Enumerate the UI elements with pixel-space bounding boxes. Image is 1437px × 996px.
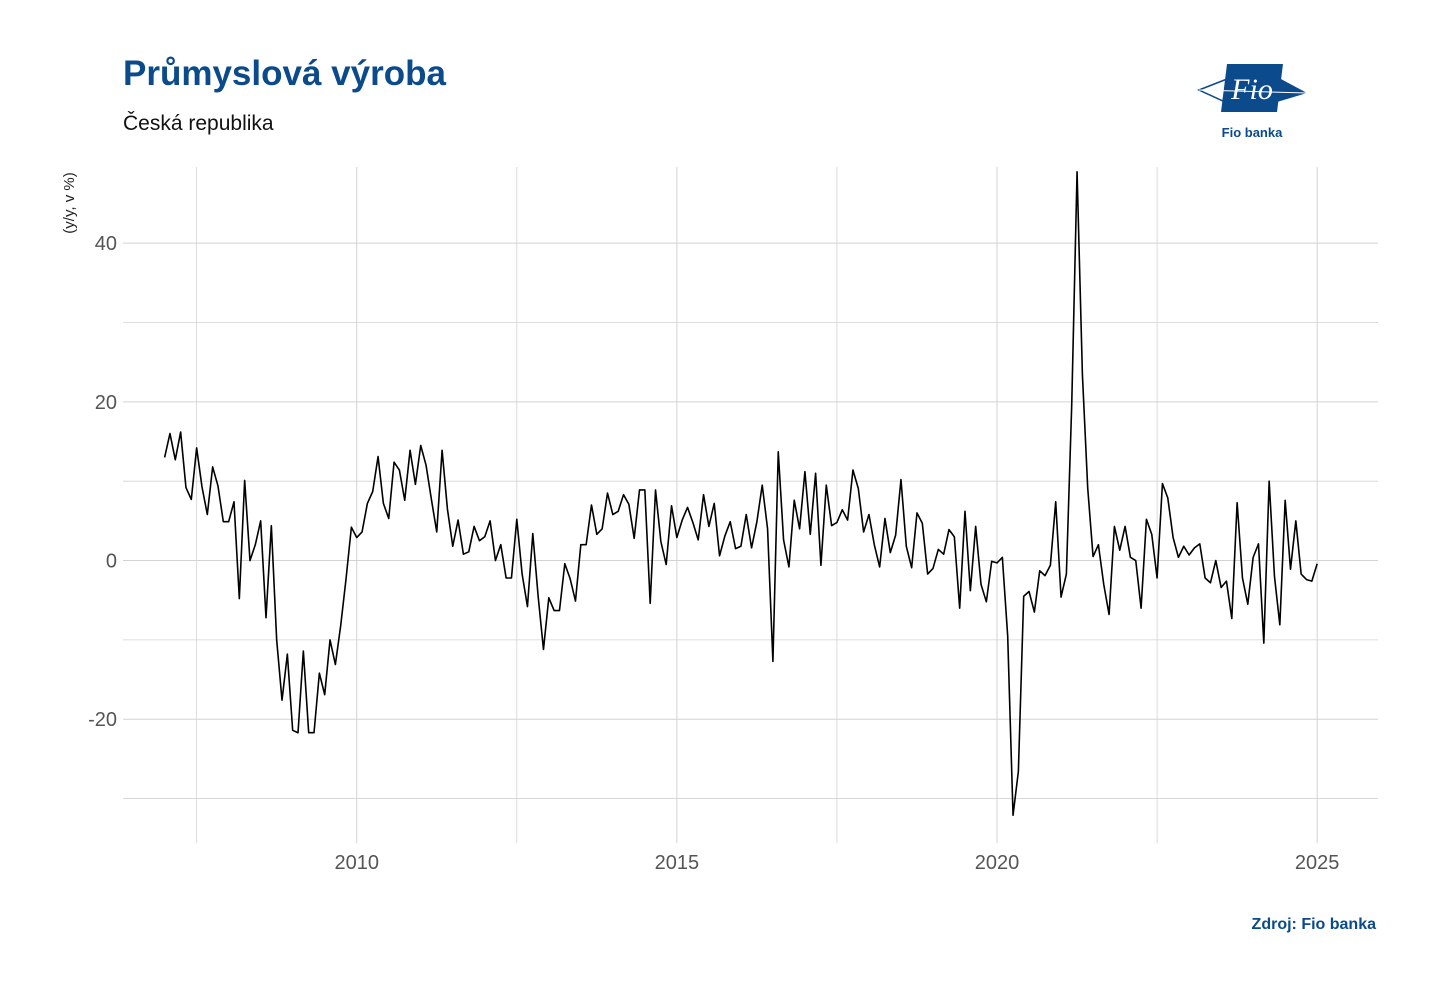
y-tick-label: 0 xyxy=(106,551,117,573)
chart-subtitle: Česká republika xyxy=(123,112,274,135)
x-tick-label: 2020 xyxy=(975,852,1020,874)
y-axis: -20 0 20 40 xyxy=(88,233,117,731)
x-axis: 2010 2015 2020 2025 xyxy=(334,852,1339,874)
chart-title: Průmyslová výroba xyxy=(123,54,446,93)
grid-minor xyxy=(123,167,1378,843)
source-note: Zdroj: Fio banka xyxy=(1251,916,1376,933)
y-axis-title: (y/y, v %) xyxy=(61,172,78,233)
x-tick-label: 2025 xyxy=(1295,852,1340,874)
y-tick-label: 20 xyxy=(95,392,117,414)
series-layer xyxy=(163,170,1318,817)
grid-major xyxy=(123,167,1378,843)
y-tick-label: -20 xyxy=(88,709,117,731)
x-tick-label: 2010 xyxy=(334,852,379,874)
fio-logo-mark: Fio xyxy=(1197,64,1308,112)
x-tick-label: 2015 xyxy=(655,852,700,874)
y-tick-label: 40 xyxy=(95,233,117,255)
fio-logo-text: Fio xyxy=(1230,73,1273,106)
fio-logo-icon: Fio xyxy=(1197,64,1308,112)
fio-logo-caption: Fio banka xyxy=(1221,125,1283,140)
series-line xyxy=(163,170,1318,817)
